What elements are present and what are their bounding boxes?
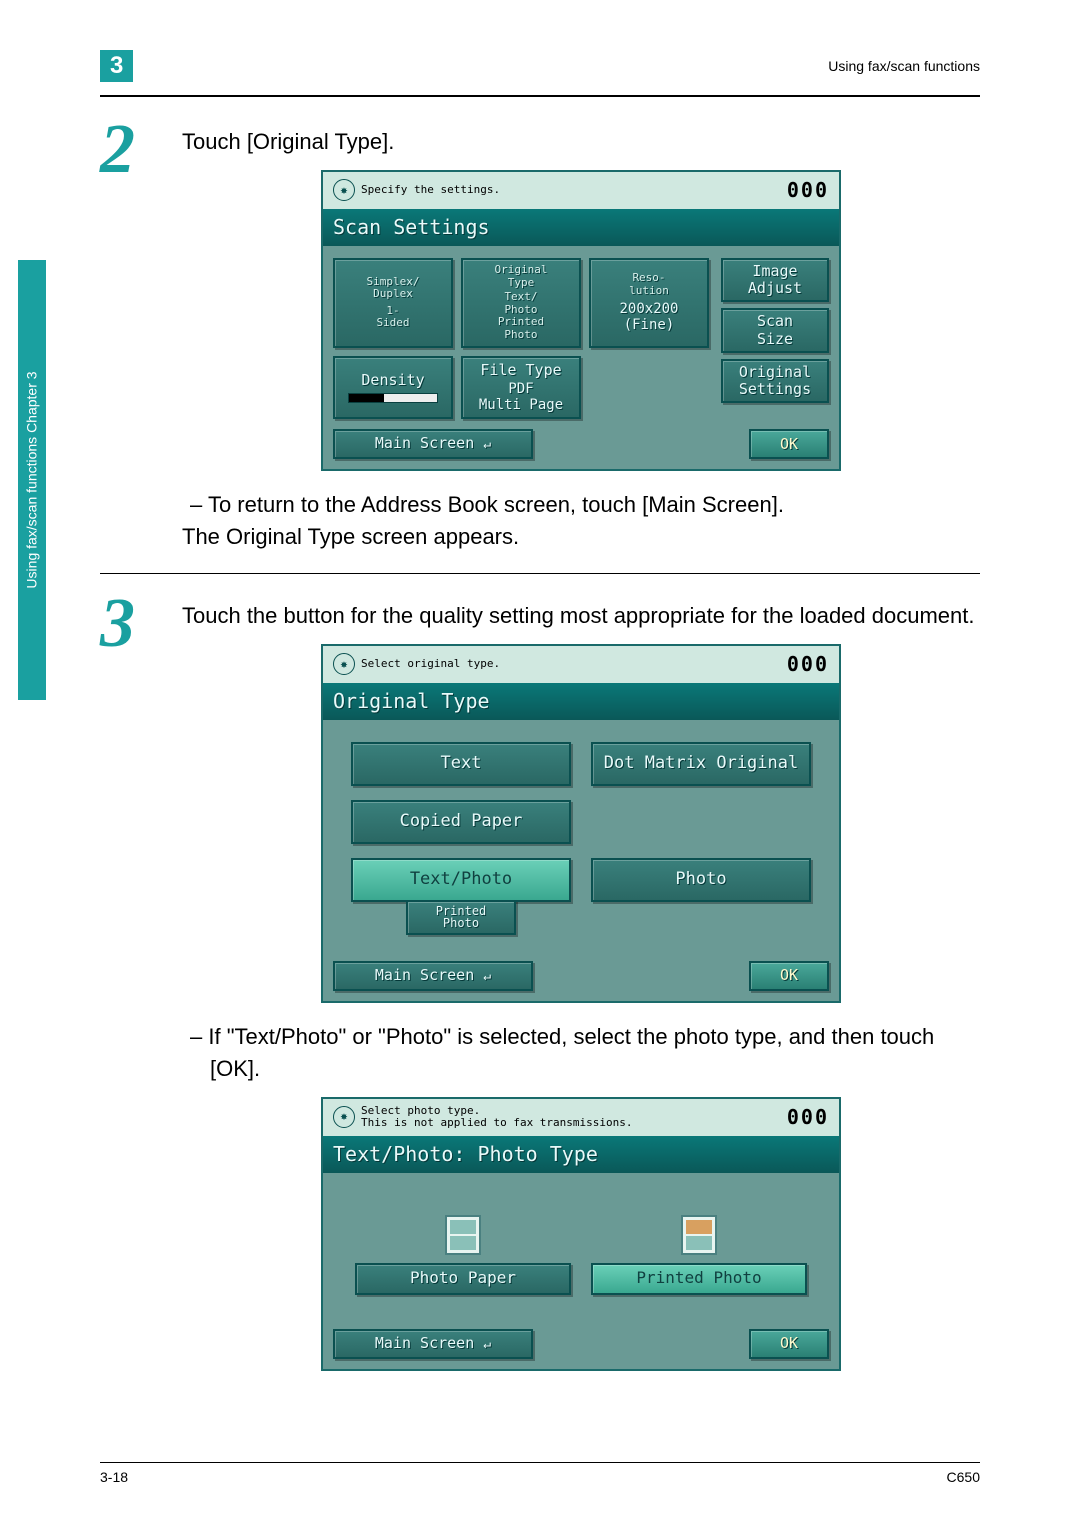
ok-button[interactable]: OK (749, 1329, 829, 1359)
photo-button[interactable]: Photo (591, 858, 811, 902)
image-adjust-button[interactable]: ImageAdjust (721, 258, 829, 303)
scan-size-button[interactable]: ScanSize (721, 308, 829, 353)
page-number: 3-18 (100, 1469, 128, 1485)
screen-title: Original Type (323, 683, 839, 720)
ok-button[interactable]: OK (749, 961, 829, 991)
dot-matrix-button[interactable]: Dot Matrix Original (591, 742, 811, 786)
screen-message: Specify the settings. (361, 184, 500, 196)
step-2-note-1: – To return to the Address Book screen, … (182, 489, 980, 521)
screen-title: Scan Settings (323, 209, 839, 246)
text-photo-sub-button[interactable]: Printed Photo (406, 900, 516, 935)
main-screen-button[interactable]: Main Screen ↵ (333, 1329, 533, 1359)
main-screen-button[interactable]: Main Screen ↵ (333, 961, 533, 991)
step-2-note-2: The Original Type screen appears. (182, 521, 980, 553)
resolution-button[interactable]: Reso-lution 200x200 (Fine) (589, 258, 709, 348)
original-type-screen: ✸ Select original type. 000 Original Typ… (321, 644, 841, 1003)
ok-button[interactable]: OK (749, 429, 829, 459)
status-icon: ✸ (333, 179, 355, 201)
density-button[interactable]: Density (333, 356, 453, 419)
photo-paper-button[interactable]: Photo Paper (355, 1263, 571, 1295)
text-photo-button[interactable]: Text/Photo (351, 858, 571, 902)
printed-photo-icon (681, 1215, 717, 1255)
job-count: 000 (787, 650, 829, 679)
copied-paper-button[interactable]: Copied Paper (351, 800, 571, 844)
scan-settings-screen: ✸ Specify the settings. 000 Scan Setting… (321, 170, 841, 471)
step-number-3: 3 (100, 592, 182, 655)
model-code: C650 (947, 1469, 980, 1485)
running-header: Using fax/scan functions (828, 58, 980, 74)
side-tab: Using fax/scan functions Chapter 3 (18, 260, 46, 700)
photo-type-screen: ✸ Select photo type.This is not applied … (321, 1097, 841, 1371)
text-button[interactable]: Text (351, 742, 571, 786)
simplex-duplex-button[interactable]: Simplex/Duplex 1-Sided (333, 258, 453, 348)
status-icon: ✸ (333, 653, 355, 675)
step-3-note-1: – If "Text/Photo" or "Photo" is selected… (182, 1021, 980, 1085)
step-2-text: Touch [Original Type]. (182, 126, 980, 158)
step-number-2: 2 (100, 118, 182, 181)
screen-message: Select photo type.This is not applied to… (361, 1105, 633, 1129)
step-3-text: Touch the button for the quality setting… (182, 600, 980, 632)
printed-photo-button[interactable]: Printed Photo (591, 1263, 807, 1295)
status-icon: ✸ (333, 1106, 355, 1128)
original-settings-button[interactable]: OriginalSettings (721, 359, 829, 404)
main-screen-button[interactable]: Main Screen ↵ (333, 429, 533, 459)
job-count: 000 (787, 176, 829, 205)
original-type-button[interactable]: OriginalType Text/Photo PrintedPhoto (461, 258, 581, 348)
density-bar (348, 393, 438, 403)
chapter-badge: 3 (100, 50, 133, 82)
photo-paper-icon (445, 1215, 481, 1255)
job-count: 000 (787, 1103, 829, 1132)
screen-title: Text/Photo: Photo Type (323, 1136, 839, 1173)
screen-message: Select original type. (361, 658, 500, 670)
file-type-button[interactable]: File Type PDF Multi Page (461, 356, 581, 419)
